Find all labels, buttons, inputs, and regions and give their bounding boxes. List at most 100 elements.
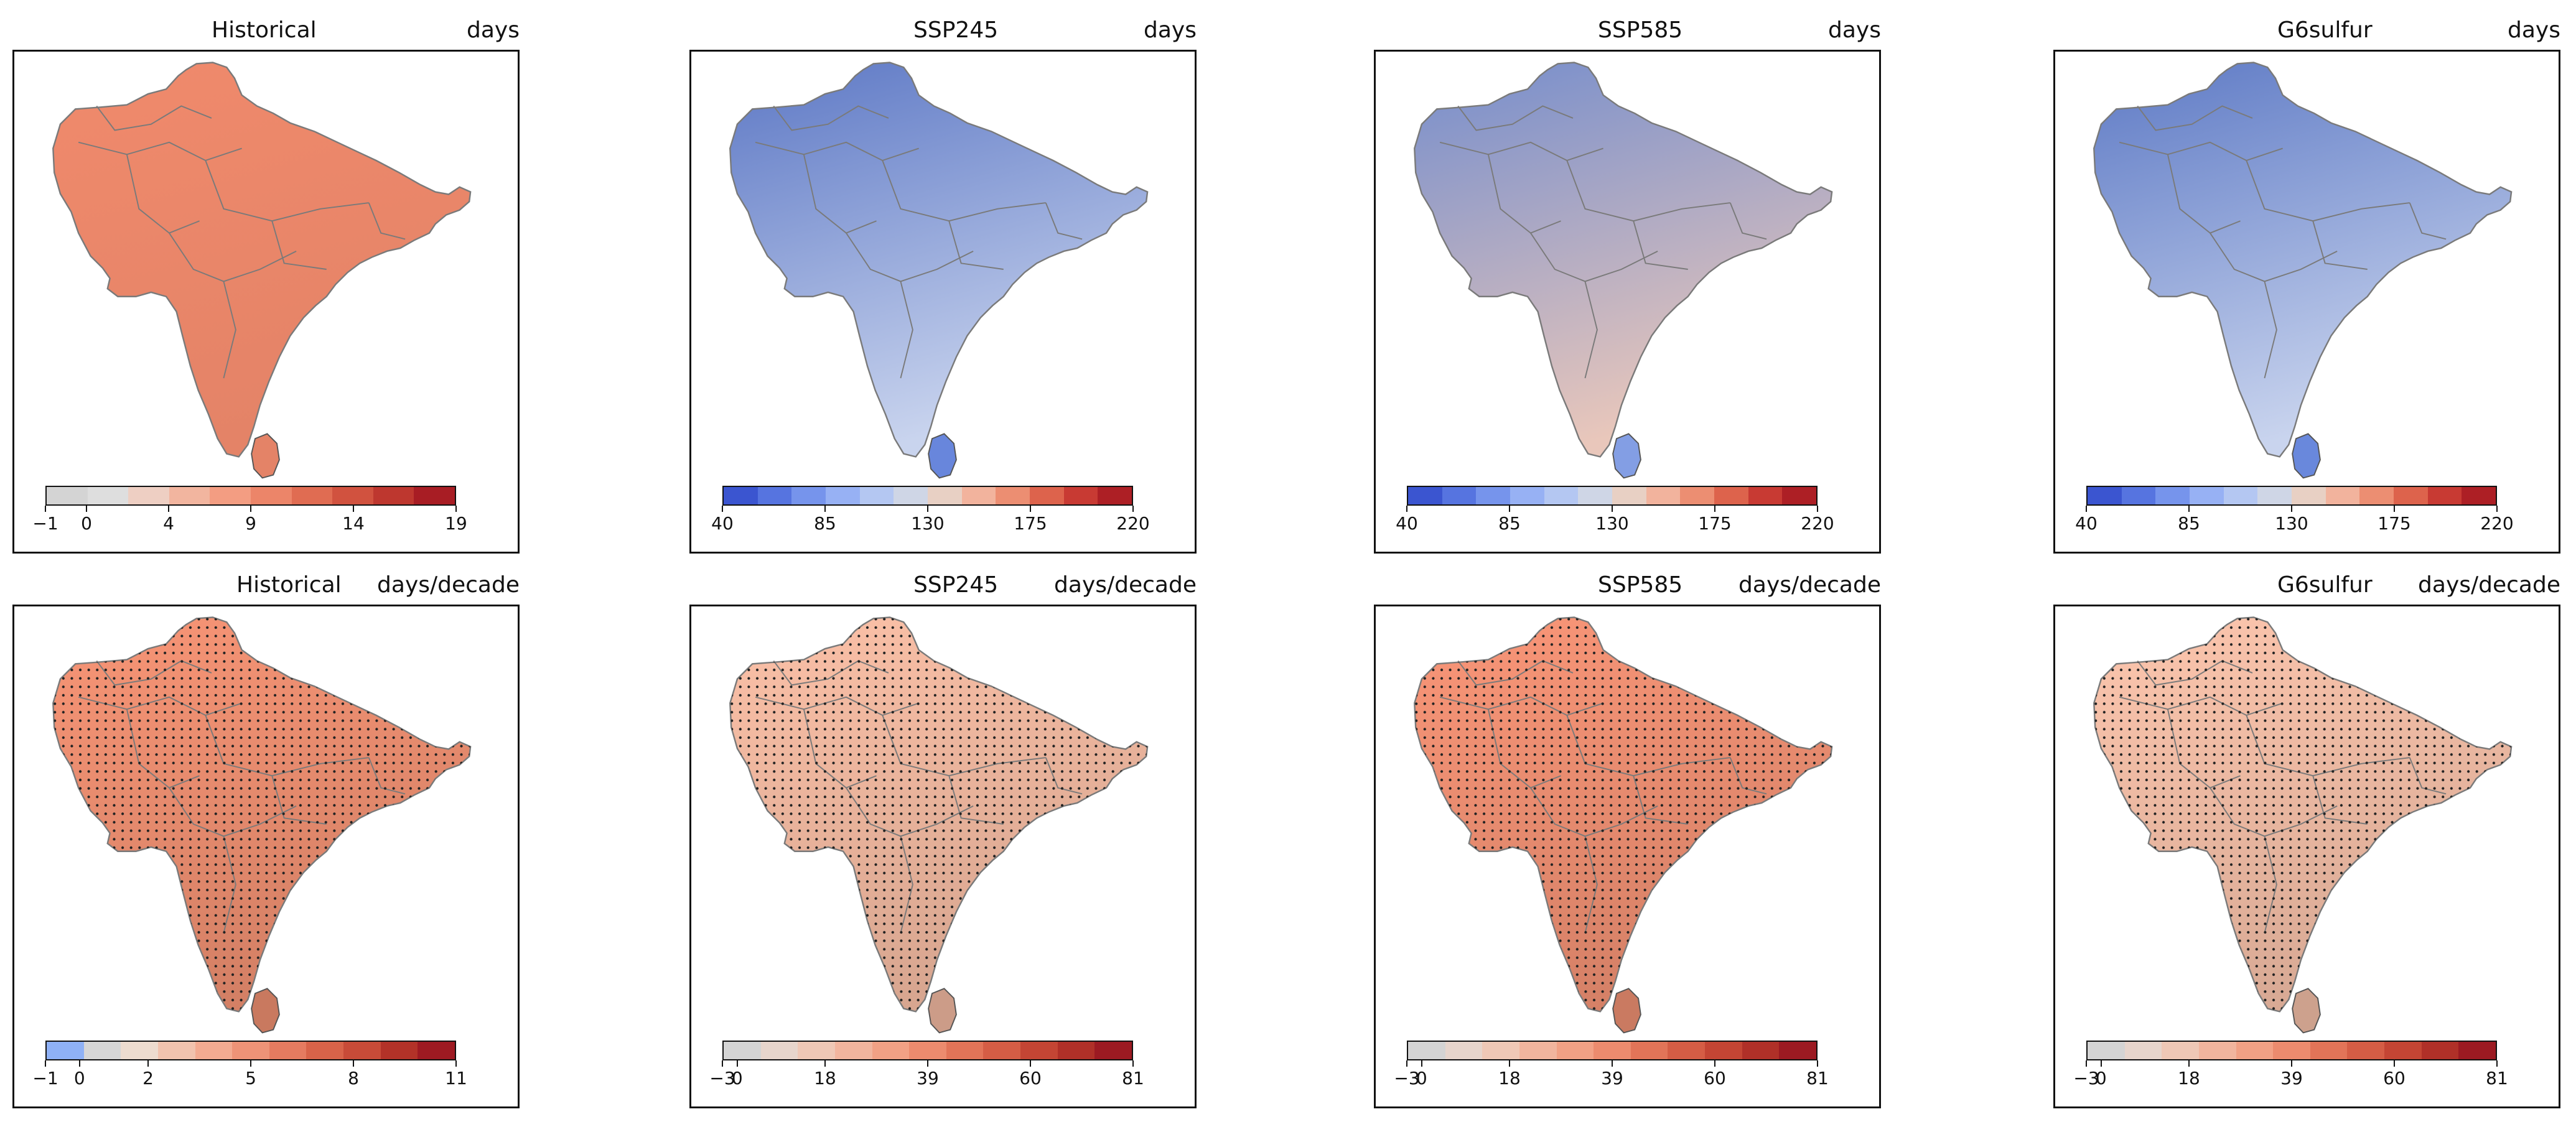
colorbar-tick-mark — [1421, 1060, 1422, 1067]
colorbar-tick-label: 18 — [2178, 1068, 2200, 1088]
colorbar-segment — [859, 487, 894, 504]
colorbar-segment — [791, 487, 826, 504]
map-frame: 40 85 130 175 220 — [1374, 50, 1881, 554]
colorbar-tick-mark — [2188, 1060, 2190, 1067]
map-south-asia — [2093, 616, 2513, 1034]
panel-historical-trend: Historical days/decade −1 0 2 5 8 11 — [12, 572, 520, 1113]
colorbar-tick-mark — [78, 1060, 80, 1067]
colorbar-segment — [373, 487, 414, 504]
admin-border — [126, 154, 200, 234]
colorbar-tick-mark — [1714, 506, 1715, 512]
colorbar-tick-label: 60 — [1704, 1068, 1726, 1088]
sri-lanka — [1612, 433, 1641, 479]
colorbar-tick-mark — [1030, 506, 1031, 512]
map-frame: 40 85 130 175 220 — [689, 50, 1197, 554]
panel-g6sulfur-trend: G6sulfur days/decade −3 0 18 39 60 81 — [2053, 572, 2560, 1113]
admin-border — [900, 281, 913, 379]
colorbar-segment — [414, 487, 455, 504]
colorbar-segment — [983, 1042, 1021, 1059]
colorbar-segment — [2198, 1042, 2236, 1059]
colorbar-tick-label: 175 — [2378, 513, 2411, 534]
colorbar-tick-label: 18 — [1498, 1068, 1521, 1088]
sri-lanka — [928, 433, 957, 479]
colorbar-tick-label: 18 — [814, 1068, 836, 1088]
admin-border — [755, 141, 919, 162]
panel-title: Historical — [236, 572, 342, 598]
panel-title: SSP245 — [913, 572, 999, 598]
panel-units: days — [1828, 17, 1881, 43]
colorbar — [1407, 1041, 1818, 1060]
colorbar-segment — [834, 1042, 872, 1059]
colorbar-tick-mark — [455, 506, 457, 512]
colorbar-tick-label: 39 — [917, 1068, 939, 1088]
colorbar-segment — [760, 1042, 798, 1059]
colorbar-tick-label: 130 — [1595, 513, 1629, 534]
colorbar-tick-mark — [2188, 506, 2190, 512]
colorbar-tick-mark — [2086, 506, 2087, 512]
colorbar-segment — [1482, 1042, 1519, 1059]
colorbar-segment — [418, 1042, 455, 1059]
colorbar-tick-label: 81 — [1806, 1068, 1829, 1088]
colorbar — [45, 1041, 456, 1060]
colorbar-segment — [1612, 487, 1646, 504]
colorbar-segment — [250, 487, 292, 504]
colorbar-segment — [946, 1042, 984, 1059]
colorbar-segment — [2421, 1042, 2459, 1059]
colorbar-segment — [1782, 487, 1817, 504]
colorbar-segment — [291, 487, 333, 504]
admin-border — [78, 141, 242, 162]
colorbar-segment — [1779, 1042, 1817, 1059]
colorbar-tick-label: 8 — [348, 1068, 359, 1088]
colorbar-tick-label: 220 — [1801, 513, 1834, 534]
colorbar-tick-label: 39 — [1601, 1068, 1623, 1088]
colorbar-tick-mark — [1406, 506, 1407, 512]
admin-border — [2312, 220, 2368, 270]
colorbar-segment — [1594, 1042, 1631, 1059]
colorbar-segment — [169, 487, 210, 504]
panel-title: G6sulfur — [2277, 572, 2373, 598]
colorbar-tick-label: 11 — [445, 1068, 467, 1088]
colorbar-segment — [232, 1042, 269, 1059]
colorbar-tick-mark — [147, 1060, 149, 1067]
colorbar-segment — [1408, 1042, 1445, 1059]
land-region — [2093, 62, 2513, 458]
colorbar-tick-mark — [2496, 1060, 2498, 1067]
colorbar-tick-label: 85 — [1498, 513, 1521, 534]
colorbar-segment — [2310, 1042, 2348, 1059]
colorbar-segment — [2124, 1042, 2162, 1059]
colorbar-segment — [306, 1042, 344, 1059]
colorbar — [45, 486, 456, 506]
admin-border — [773, 105, 889, 131]
sri-lanka — [251, 433, 280, 479]
colorbar-tick-mark — [927, 1060, 928, 1067]
colorbar-tick-label: −3 — [709, 1068, 735, 1088]
colorbar-tick-label: 85 — [814, 513, 836, 534]
colorbar-segment — [826, 487, 860, 504]
colorbar-segment — [724, 487, 758, 504]
colorbar-tick-label: 0 — [73, 1068, 85, 1088]
colorbar-tick-label: 14 — [342, 513, 365, 534]
colorbar-tick-mark — [1406, 1060, 1407, 1067]
colorbar-tick-mark — [250, 1060, 251, 1067]
admin-border — [1457, 105, 1574, 131]
panel-ssp245-days: SSP245 days 40 85 130 175 220 — [689, 17, 1197, 559]
colorbar-segment — [909, 1042, 946, 1059]
panel-g6sulfur-days: G6sulfur days 40 85 130 175 220 — [2053, 17, 2560, 559]
colorbar-segment — [1714, 487, 1748, 504]
colorbar-tick-label: 9 — [245, 513, 256, 534]
map-frame: 40 85 130 175 220 — [2053, 50, 2560, 554]
colorbar-tick-label: 0 — [731, 1068, 743, 1088]
colorbar-tick-label: 2 — [142, 1068, 154, 1088]
colorbar-segment — [1748, 487, 1783, 504]
map-frame: −3 0 18 39 60 81 — [1374, 605, 1881, 1108]
colorbar-segment — [2462, 487, 2496, 504]
colorbar-tick-mark — [1132, 1060, 1134, 1067]
colorbar-tick-label: 0 — [1416, 1068, 1427, 1088]
colorbar-segment — [1476, 487, 1511, 504]
colorbar-segment — [724, 1042, 761, 1059]
colorbar-tick-label: 175 — [1014, 513, 1047, 534]
colorbar-segment — [87, 487, 129, 504]
colorbar-segment — [2458, 1042, 2496, 1059]
colorbar-segment — [961, 487, 996, 504]
colorbar-segment — [47, 487, 88, 504]
